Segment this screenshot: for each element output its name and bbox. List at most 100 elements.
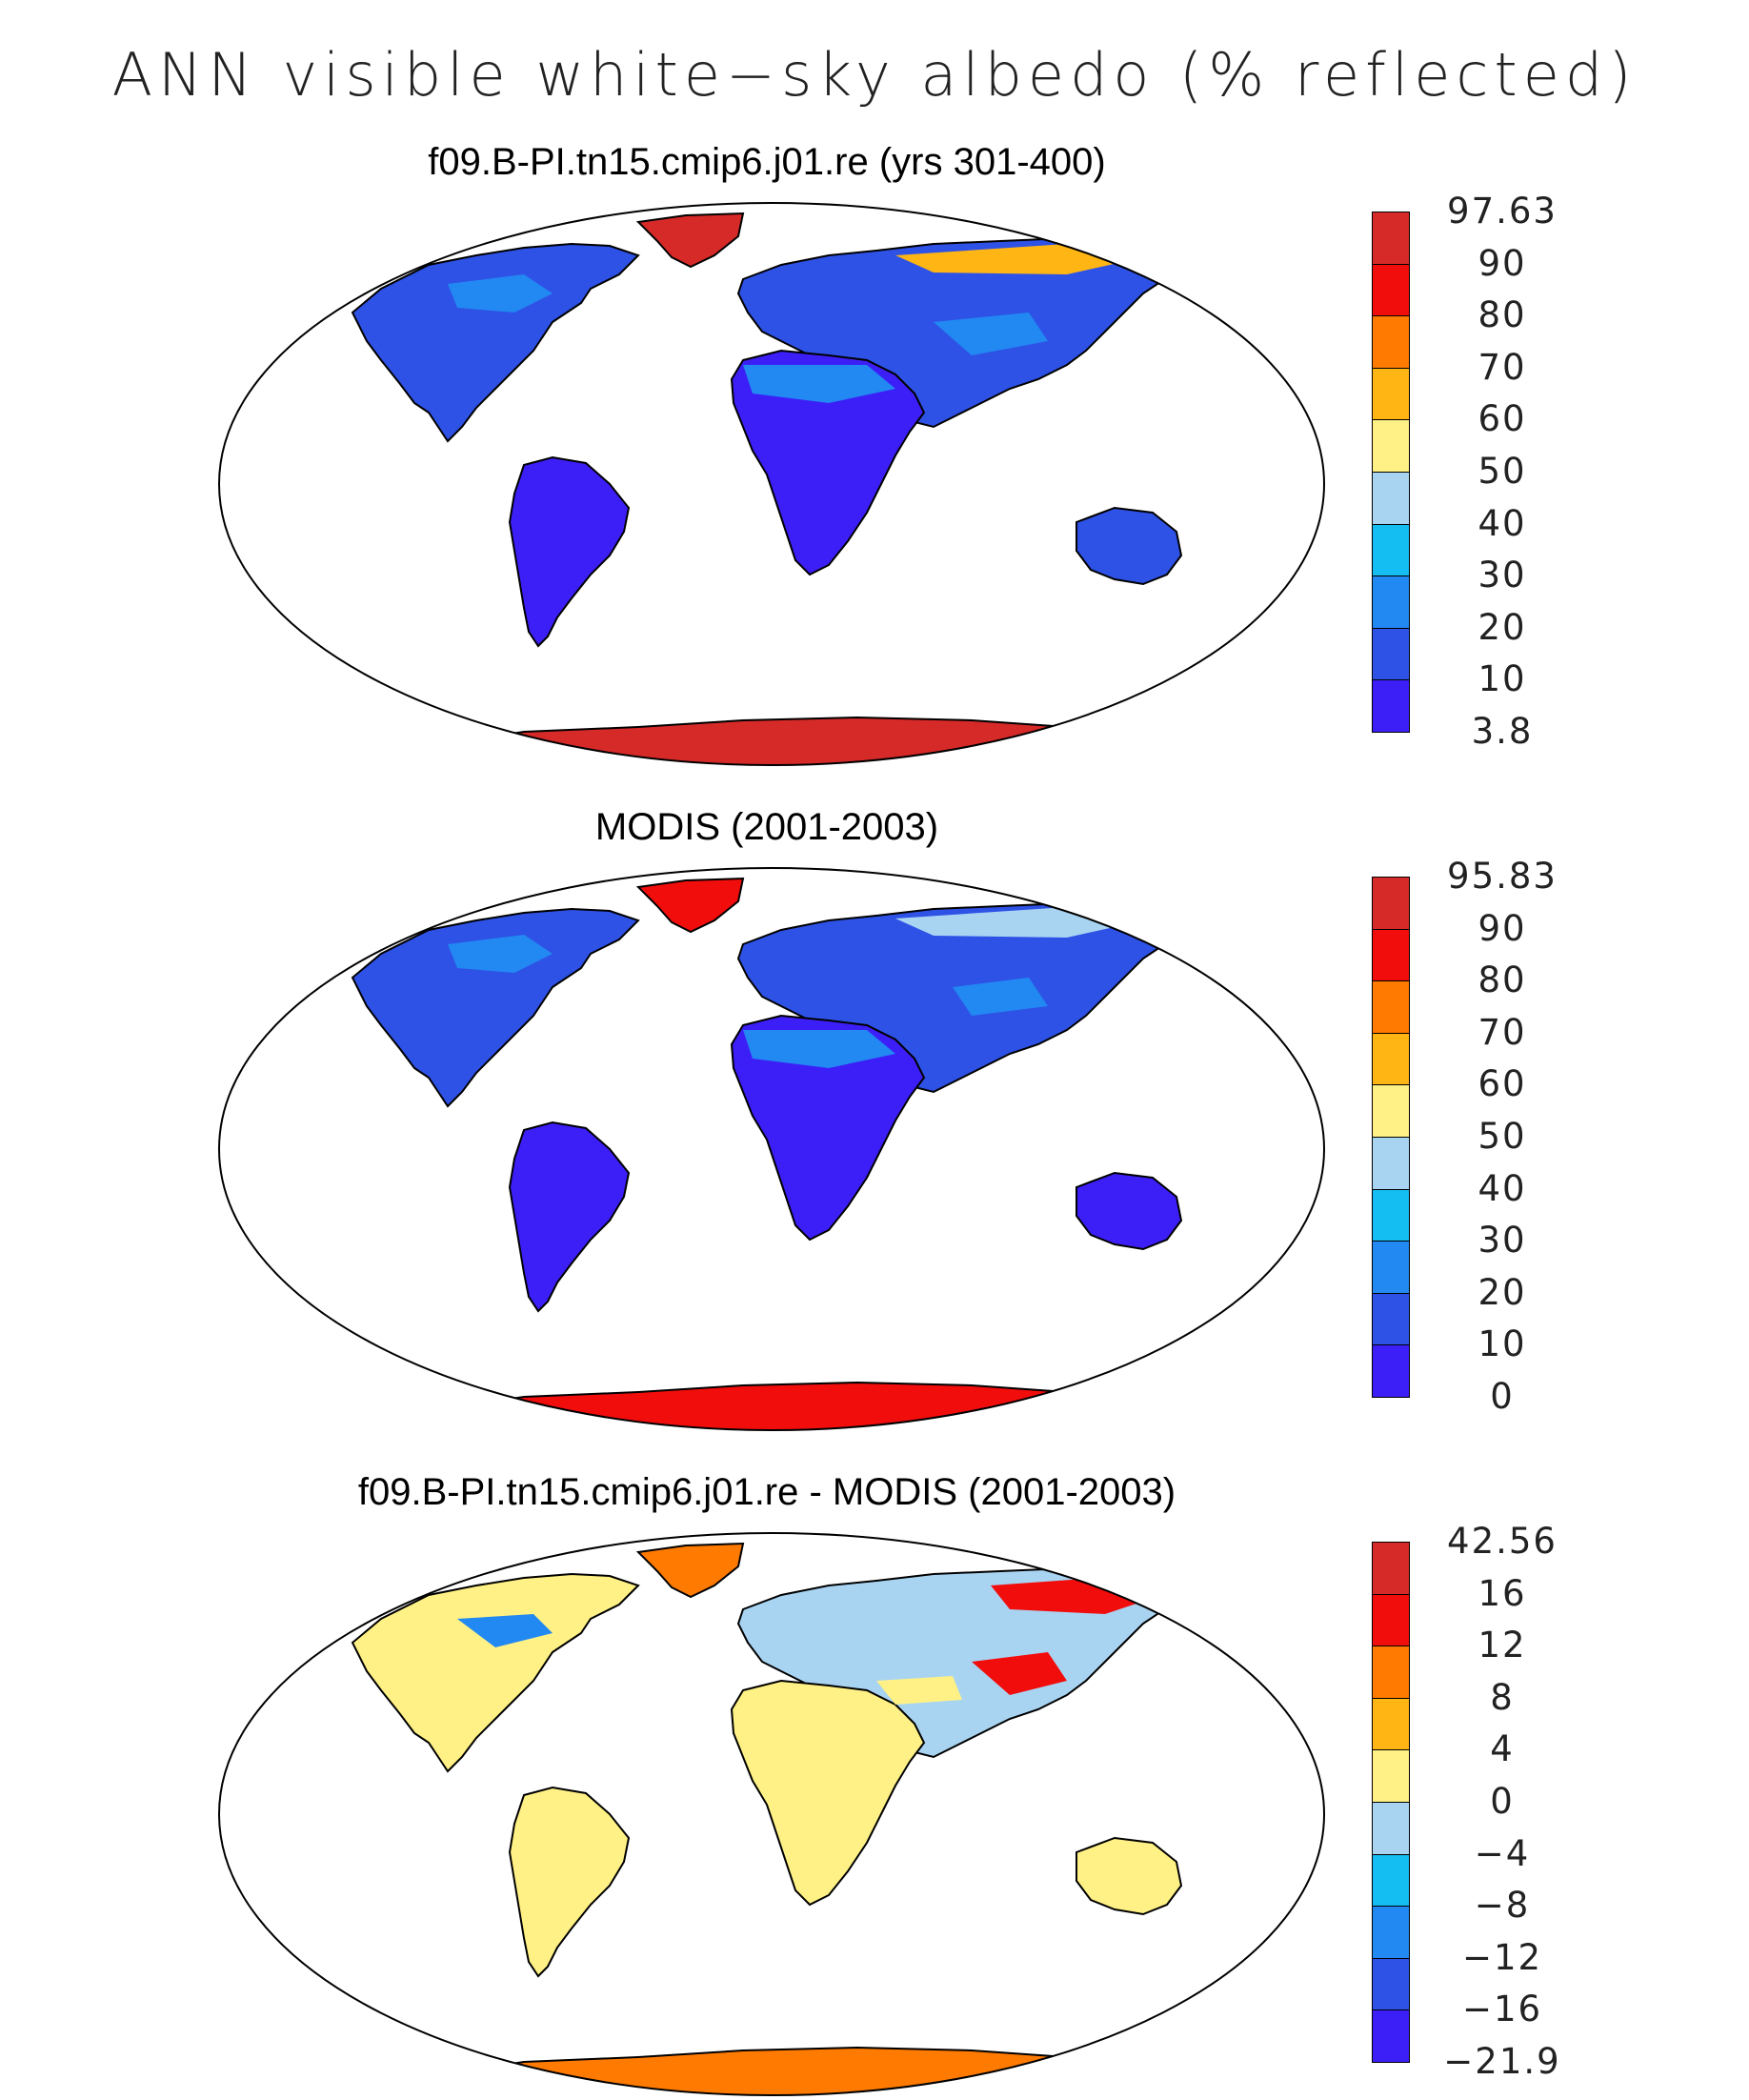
colorbar-tick-label: 90 (1478, 907, 1527, 949)
colorbar-swatch (1372, 1084, 1410, 1138)
colorbar-tick-label: 0 (1490, 1781, 1515, 1822)
field-patch (953, 978, 1048, 1016)
colorbar-swatch (1372, 472, 1410, 525)
colorbar-tick-label: 70 (1478, 1011, 1527, 1053)
colorbar-tick-label: 90 (1478, 242, 1527, 284)
colorbar-swatch (1372, 1137, 1410, 1190)
colorbar-swatch (1372, 523, 1410, 577)
australia-region (1076, 1171, 1183, 1251)
colorbar-tick-label: 3.8 (1471, 711, 1534, 752)
colorbar-tick-label: 60 (1478, 1063, 1527, 1105)
map-content (351, 1542, 1183, 2095)
panel-model: f09.B-PI.tn15.cmip6.j01.re (yrs 301-400)… (0, 141, 1749, 789)
antarctica-region (417, 2046, 1164, 2095)
field-patch (934, 313, 1048, 355)
namerica-region (351, 907, 640, 1108)
colorbar-swatch (1372, 1957, 1410, 2011)
colorbar-swatch (1372, 1188, 1410, 1242)
colorbar-swatch (1372, 1749, 1410, 1803)
field-patch (448, 935, 553, 973)
colorbar-tick-label: 50 (1478, 1116, 1527, 1157)
colorbar-tick-label: 70 (1478, 346, 1527, 388)
panel-diff: f09.B-PI.tn15.cmip6.j01.re - MODIS (2001… (0, 1471, 1749, 2096)
colorbar-tick-label: 8 (1490, 1676, 1515, 1718)
australia-region (1076, 506, 1183, 586)
samerica-region (508, 455, 631, 648)
map-frame (218, 202, 1325, 766)
colorbar-swatch (1372, 2009, 1410, 2063)
colorbar-tick-label: 97.63 (1447, 191, 1558, 232)
australia-region (1076, 1836, 1183, 1916)
colorbar-swatch (1372, 1542, 1410, 1595)
namerica-region (351, 242, 640, 443)
colorbar-tick-label: 10 (1478, 658, 1527, 700)
samerica-region (508, 1121, 631, 1313)
field-patch (448, 274, 553, 313)
map-diff (218, 1532, 1325, 2096)
greenland-region (635, 877, 745, 934)
colorbar-tick-label: 30 (1478, 555, 1527, 596)
colorbar-tick-label: 0 (1490, 1376, 1515, 1417)
antarctica-region (417, 716, 1164, 765)
figure-title: ANN visible white−sky albedo (% reflecte… (111, 40, 1638, 110)
field-patch (972, 1652, 1067, 1695)
greenland-region (635, 1542, 745, 1599)
colorbar-diff: 42.56 16 12 8 4 0 −4 −8 −12 −16 −21.9 (1372, 1523, 1562, 2081)
colorbar-tick-label: 95.83 (1447, 856, 1558, 897)
colorbar-swatch (1372, 1292, 1410, 1346)
map-obs (218, 867, 1325, 1431)
colorbar-swatch (1372, 1802, 1410, 1855)
map-content (351, 877, 1183, 1430)
colorbar-swatch (1372, 877, 1410, 930)
colorbar-tick-label: 12 (1478, 1625, 1527, 1666)
colorbar-tick-label: 80 (1478, 294, 1527, 336)
colorbar-swatch (1372, 1646, 1410, 1699)
colorbar-swatch (1372, 980, 1410, 1034)
colorbar-tick-label: −21.9 (1443, 2041, 1561, 2082)
africa-region (730, 1679, 926, 1907)
colorbar-swatch (1372, 928, 1410, 982)
colorbar-swatch (1372, 1697, 1410, 1751)
colorbar-swatch (1372, 1241, 1410, 1294)
panel-title: f09.B-PI.tn15.cmip6.j01.re - MODIS (2001… (357, 1471, 1176, 1513)
namerica-region (351, 1572, 640, 1773)
colorbar-swatch (1372, 1853, 1410, 1908)
africa-region (730, 349, 926, 576)
colorbar-tick-label: 42.56 (1447, 1521, 1558, 1562)
field-patch (743, 1030, 895, 1068)
colorbar-swatch (1372, 1906, 1410, 1959)
field-patch (457, 1614, 553, 1647)
colorbar-tick-label: 20 (1478, 606, 1527, 648)
colorbar-swatch (1372, 679, 1410, 733)
colorbar-swatch (1372, 1344, 1410, 1398)
colorbar-tick-label: 16 (1478, 1572, 1527, 1614)
colorbar-tick-label: 80 (1478, 959, 1527, 1001)
colorbar-obs: 95.83 90 80 70 60 50 40 30 20 10 0 (1372, 858, 1562, 1416)
panel-obs: MODIS (2001-2003) 95.83 90 80 70 60 50 40 30 20 1… (0, 806, 1749, 1454)
map-model (218, 202, 1325, 766)
field-patch (876, 1676, 962, 1705)
colorbar-tick-label: −8 (1474, 1885, 1531, 1927)
africa-region (730, 1014, 926, 1242)
colorbar-swatch (1372, 1032, 1410, 1086)
map-content (351, 212, 1183, 765)
colorbar-tick-label: 4 (1490, 1728, 1515, 1770)
field-patch (743, 365, 895, 403)
colorbar-tick-label: 10 (1478, 1323, 1527, 1365)
colorbar-tick-label: 40 (1478, 502, 1527, 544)
map-frame (218, 867, 1325, 1431)
panel-title: MODIS (2001-2003) (594, 806, 939, 848)
antarctica-region (417, 1381, 1164, 1430)
colorbar-model: 97.63 90 80 70 60 50 40 30 20 10 3.8 (1372, 192, 1562, 751)
colorbar-swatch (1372, 212, 1410, 265)
colorbar-swatch (1372, 315, 1410, 369)
colorbar-tick-label: 50 (1478, 451, 1527, 492)
colorbar-tick-label: −16 (1461, 1989, 1543, 2030)
colorbar-tick-label: −12 (1461, 1936, 1543, 1978)
colorbar-tick-label: 40 (1478, 1167, 1527, 1209)
colorbar-tick-label: 30 (1478, 1220, 1527, 1262)
colorbar-swatch (1372, 575, 1410, 629)
panel-title: f09.B-PI.tn15.cmip6.j01.re (yrs 301-400) (428, 141, 1106, 183)
colorbar-swatch (1372, 419, 1410, 473)
colorbar-tick-label: 20 (1478, 1271, 1527, 1313)
